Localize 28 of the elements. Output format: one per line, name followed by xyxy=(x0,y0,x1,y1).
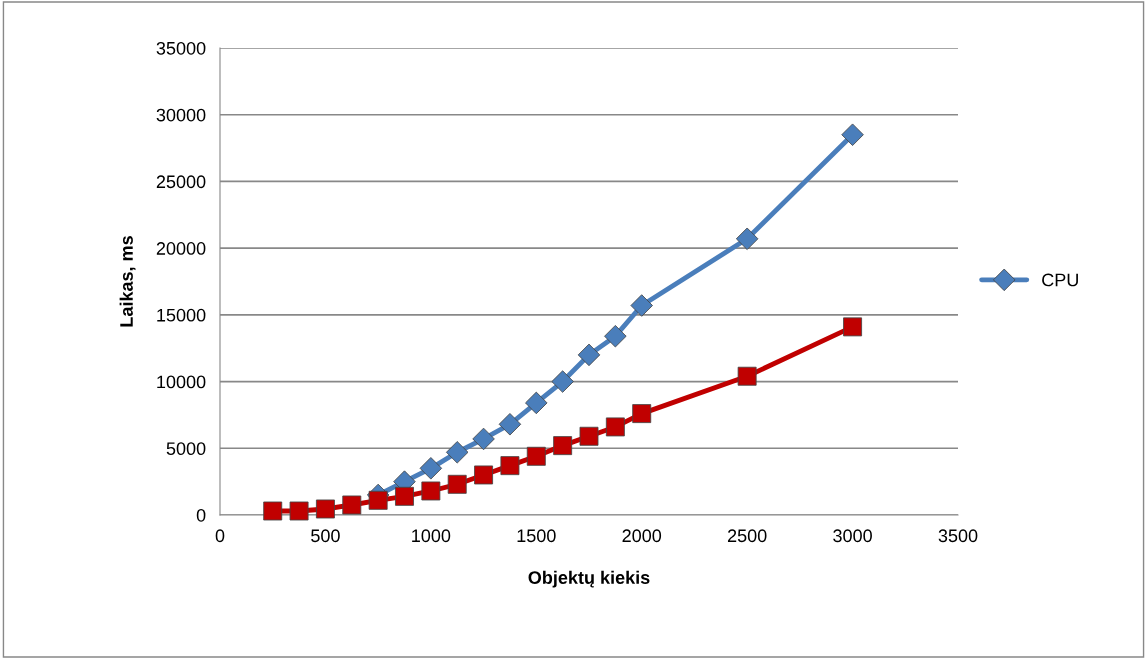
point xyxy=(553,436,573,456)
y-tick-label: 20000 xyxy=(156,242,206,255)
point xyxy=(472,427,495,451)
y-tick-label: 25000 xyxy=(156,175,206,189)
y-tick-label: 10000 xyxy=(157,375,206,389)
y-tick-label: 30000 xyxy=(156,108,206,122)
legend-label: CPU xyxy=(1042,273,1078,287)
y-tick-label: 15000 xyxy=(157,308,206,322)
point xyxy=(421,481,441,501)
point xyxy=(630,294,653,317)
x-tick-label: 1500 xyxy=(517,529,556,543)
y-axis-title: Laikas, ms xyxy=(119,236,136,327)
x-tick-label: 0 xyxy=(215,529,225,543)
point xyxy=(289,501,309,521)
x-tick-label: 1000 xyxy=(412,529,451,543)
x-tick-label: 3000 xyxy=(833,529,872,543)
x-axis-title: Objektų kiekis xyxy=(528,570,650,588)
point xyxy=(579,426,599,446)
point xyxy=(605,417,625,437)
x-tick-label: 500 xyxy=(311,529,340,543)
point xyxy=(843,317,863,337)
y-tick-label: 0 xyxy=(196,508,206,522)
x-tick-label: 3500 xyxy=(938,529,978,543)
x-tick-label: 2000 xyxy=(622,529,662,543)
x-tick-label: 2500 xyxy=(727,529,767,543)
y-tick-label: 35000 xyxy=(156,41,206,55)
y-tick-label: 5000 xyxy=(166,442,206,456)
point xyxy=(447,474,467,494)
